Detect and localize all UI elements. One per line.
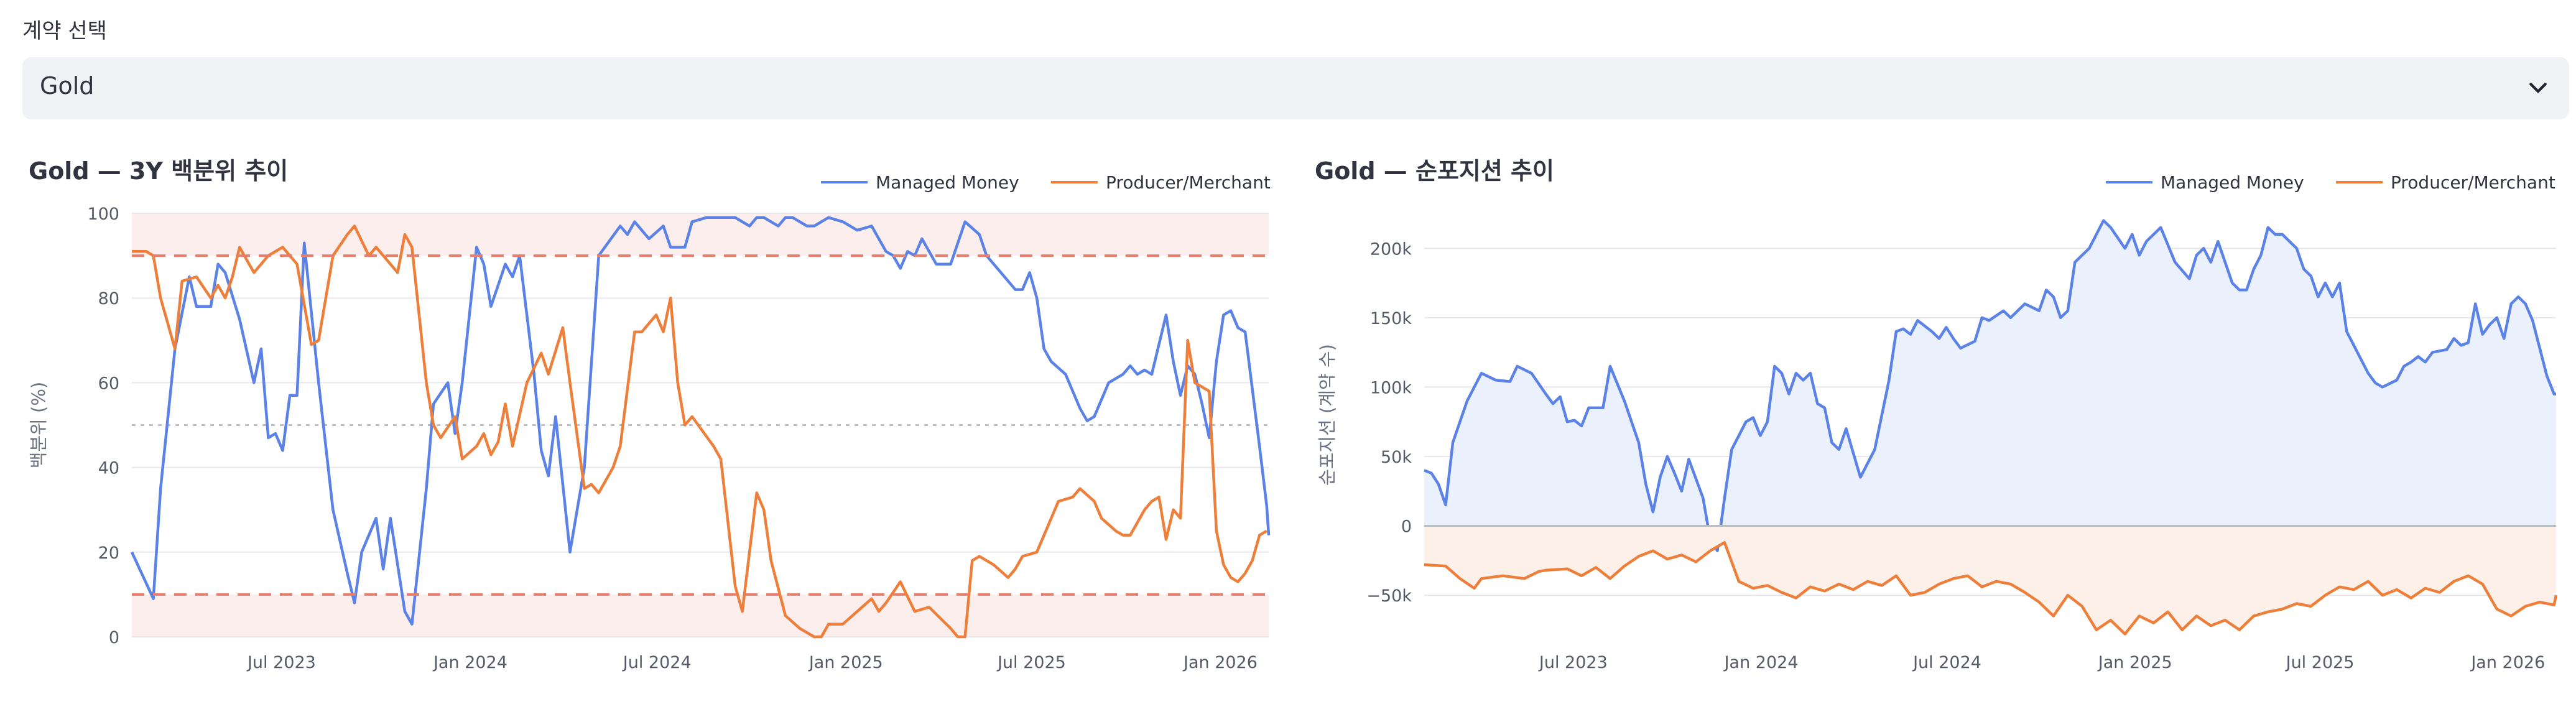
series-area [1424, 220, 2556, 551]
chevron-down-icon[interactable] [2526, 76, 2551, 101]
legend-label: Producer/Merchant [2391, 172, 2555, 193]
y-axis-title: 백분위 (%) [28, 382, 49, 468]
y-tick-label: 100 [87, 205, 119, 224]
percentile-chart-title: Gold — 3Y 백분위 추이 [29, 157, 289, 185]
x-tick-label: Jul 2023 [246, 653, 316, 672]
series-area [1424, 526, 2556, 634]
x-tick-label: Jul 2025 [2285, 653, 2355, 672]
x-tick-label: Jul 2024 [622, 653, 692, 672]
x-tick-label: Jan 2026 [1182, 653, 1258, 672]
x-tick-label: Jul 2023 [1538, 653, 1608, 672]
x-tick-label: Jan 2025 [808, 653, 883, 672]
y-tick-label: 0 [109, 628, 119, 647]
managed-money-line [1424, 219, 2556, 552]
x-tick-label: Jan 2024 [1723, 653, 1799, 672]
x-tick-label: Jan 2026 [2470, 653, 2545, 672]
legend-label: Managed Money [876, 172, 1019, 193]
y-tick-label: 200k [1370, 239, 1412, 259]
y-tick-label: −50k [1366, 586, 1412, 606]
managed-money-line [130, 216, 1271, 626]
y-tick-label: 0 [1401, 517, 1412, 537]
contract-select-value: Gold [40, 72, 95, 100]
y-tick-label: 60 [98, 374, 119, 393]
producer-merchant-line [1424, 541, 2558, 636]
y-tick-label: 100k [1370, 378, 1412, 397]
producer-merchant-line [132, 225, 1267, 639]
x-tick-label: Jul 2024 [1912, 653, 1981, 672]
y-axis-title: 순포지션 (계약 수) [1317, 344, 1338, 486]
y-tick-label: 80 [98, 289, 119, 308]
x-tick-label: Jan 2025 [2097, 653, 2172, 672]
net-position-chart: −50k 0 50k 100k 150k 200k Jul 2023 Jan 2024 Jul … [1317, 172, 2558, 672]
y-tick-label: 150k [1370, 309, 1412, 328]
net-position-chart-title: Gold — 순포지션 추이 [1315, 157, 1554, 185]
x-tick-label: Jan 2024 [432, 653, 507, 672]
y-tick-label: 40 [98, 459, 119, 478]
legend-label: Producer/Merchant [1106, 172, 1271, 193]
legend-label: Managed Money [2161, 172, 2304, 193]
contract-select-label: 계약 선택 [22, 19, 107, 44]
y-tick-label: 50k [1381, 448, 1412, 467]
y-tick-label: 20 [98, 544, 119, 563]
percentile-chart: 0 20 40 60 80 100 Jul 2023 Jan 2024 Jul 2024 Jan … [28, 172, 1271, 672]
x-tick-label: Jul 2025 [996, 653, 1066, 672]
extreme-zone-band [132, 594, 1269, 637]
contract-select[interactable]: Gold [22, 57, 2569, 119]
